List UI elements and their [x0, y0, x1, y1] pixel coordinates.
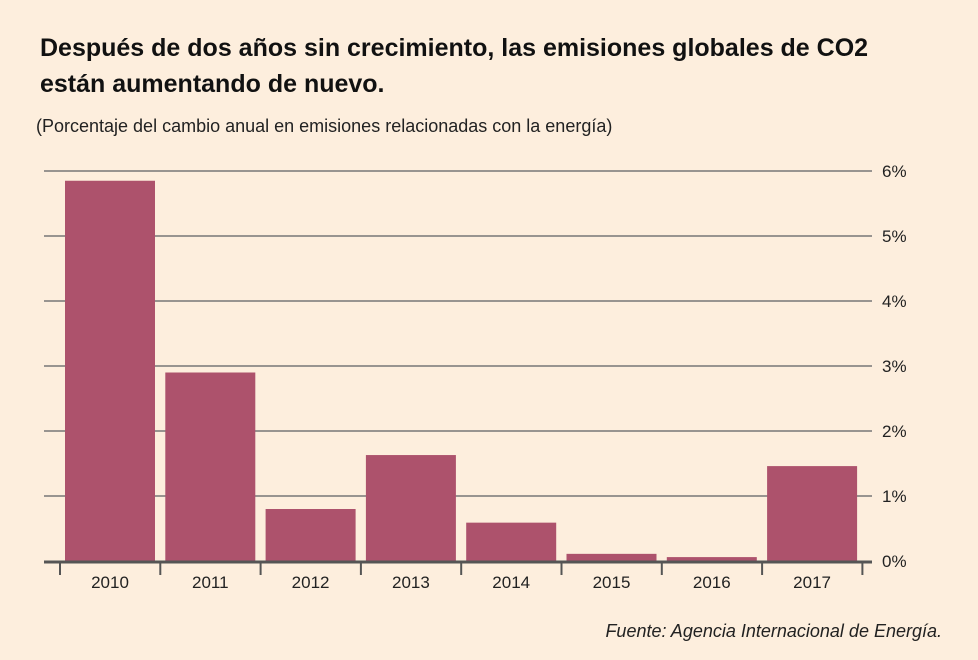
bar [65, 180, 155, 561]
chart-title: Después de dos años sin crecimiento, las… [40, 34, 869, 98]
x-tick-label: 2014 [492, 573, 530, 592]
bar [165, 372, 256, 561]
y-tick-label: 3% [882, 357, 907, 376]
y-tick-label: 6% [882, 162, 907, 181]
x-tick-label: 2015 [593, 573, 631, 592]
y-tick-label: 4% [882, 292, 907, 311]
bar [767, 466, 858, 561]
y-axis-labels: 0% 1% 2% 3% 4% 5% 6% [882, 162, 907, 571]
x-tick-label: 2012 [292, 573, 330, 592]
x-axis-labels: 2010 2011 2012 2013 2014 2015 2016 2017 [91, 573, 831, 592]
y-tick-label: 2% [882, 422, 907, 441]
x-tick-label: 2017 [793, 573, 831, 592]
bar [666, 557, 757, 561]
x-tick-label: 2013 [392, 573, 430, 592]
y-tick-label: 5% [882, 227, 907, 246]
x-axis [44, 560, 872, 575]
y-tick-label: 0% [882, 552, 907, 571]
x-tick-label: 2010 [91, 573, 129, 592]
bars [65, 180, 858, 561]
bar [466, 522, 557, 561]
x-tick-label: 2011 [192, 573, 229, 592]
bar [365, 455, 456, 561]
bar [265, 509, 356, 561]
chart-subtitle: (Porcentaje del cambio anual en emisione… [36, 116, 613, 136]
x-tick-label: 2016 [693, 573, 731, 592]
bar [566, 553, 657, 561]
y-tick-label: 1% [882, 487, 907, 506]
source-note: Fuente: Agencia Internacional de Energía… [605, 621, 942, 641]
